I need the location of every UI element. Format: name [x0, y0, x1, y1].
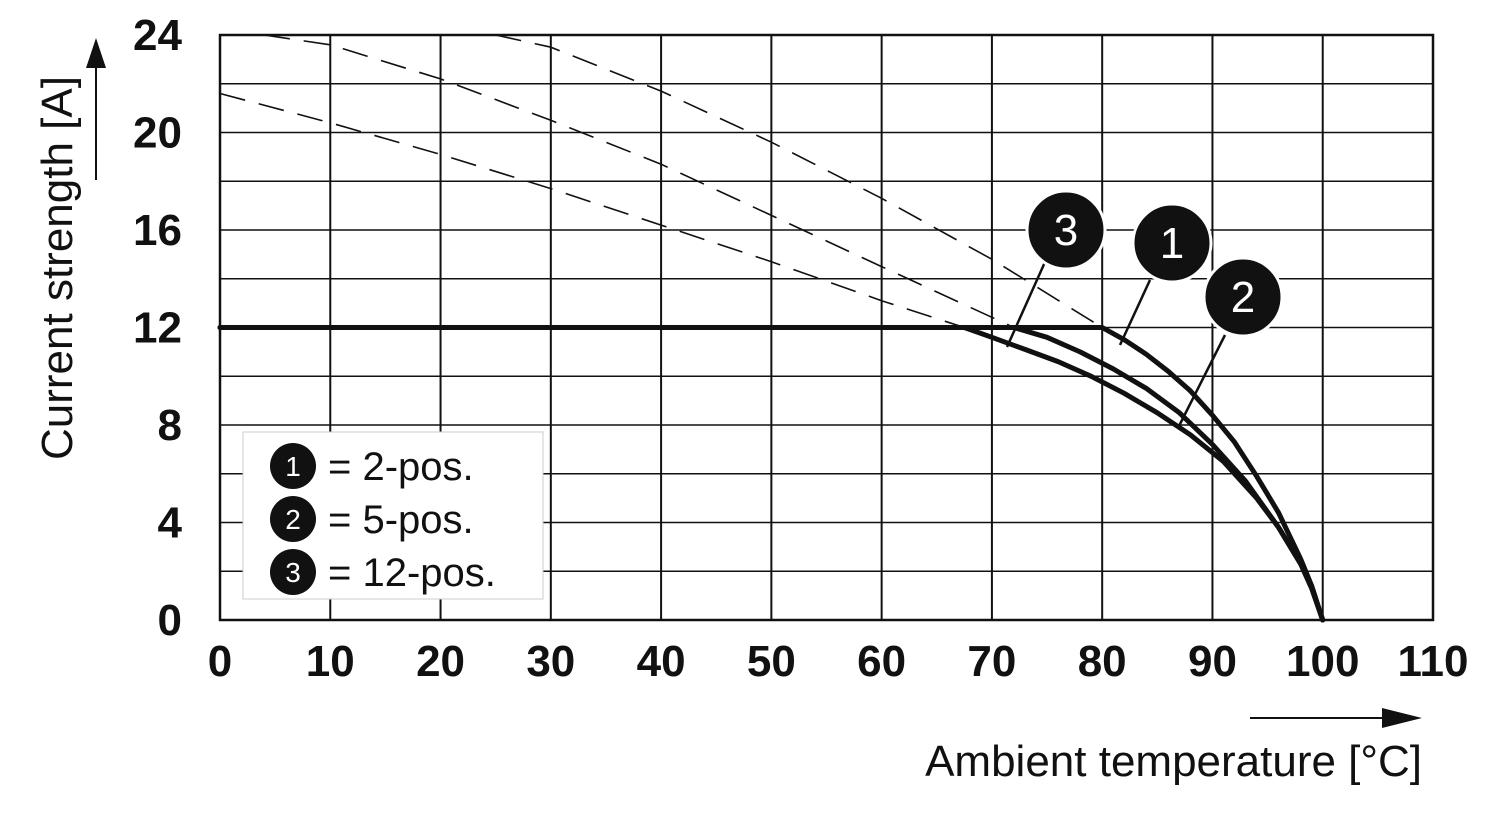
- x-tick-label: 80: [1078, 637, 1127, 686]
- y-tick-label: 0: [158, 596, 182, 645]
- legend-marker-icon: [270, 549, 316, 595]
- x-axis-title-group: Ambient temperature [°C]: [925, 708, 1422, 786]
- y-axis-label: Current strength [A]: [33, 76, 82, 460]
- x-tick-label: 0: [208, 637, 232, 686]
- y-tick-label: 24: [133, 11, 182, 60]
- callout-marker-icon: [1025, 189, 1107, 271]
- y-axis-title-group: Current strength [A]: [33, 38, 106, 460]
- y-tick-label: 12: [133, 304, 182, 353]
- solid-lines: [217, 325, 1326, 623]
- dashed-lines: [219, 34, 1103, 329]
- x-tick-label: 20: [416, 637, 465, 686]
- callouts: 12 3: [1005, 189, 1284, 429]
- legend-marker-number: 2: [285, 504, 301, 535]
- series-line-3: [217, 325, 1326, 623]
- callout-leader-line: [1118, 279, 1152, 346]
- legend-marker-icon: [270, 443, 316, 489]
- plot-frame: [218, 33, 1435, 622]
- legend: 1 = 2-pos. 2 = 5-pos. 3 = 12-pos.: [242, 431, 544, 600]
- x-tick-label: 10: [306, 637, 355, 686]
- legend-entry-text: = 2-pos.: [328, 445, 474, 489]
- y-tick-label: 20: [133, 109, 182, 158]
- legend-marker-number: 3: [285, 557, 301, 588]
- x-axis-arrow-icon: [1382, 708, 1422, 728]
- callout-marker-number: 2: [1231, 273, 1255, 322]
- legend-marker-number: 1: [285, 451, 301, 482]
- series-line-dashed-3: [219, 92, 965, 329]
- x-tick-label: 90: [1188, 637, 1237, 686]
- plot-border: [218, 33, 1435, 622]
- x-tick-labels: 0 10 20 30 40 50 60 70 80 90 100 110: [208, 637, 1469, 686]
- legend-marker-icon: [270, 496, 316, 542]
- series-line-dashed-2: [263, 34, 1015, 329]
- y-tick-labels: 0 4 8 12 16 20 24: [133, 11, 182, 645]
- x-tick-label: 30: [526, 637, 575, 686]
- x-tick-label: 60: [857, 637, 906, 686]
- callout-marker-icon: [1202, 256, 1284, 338]
- y-tick-label: 4: [158, 499, 183, 548]
- callout-marker-icon: [1131, 202, 1213, 284]
- x-tick-label: 100: [1286, 637, 1359, 686]
- y-tick-label: 8: [158, 401, 182, 450]
- x-tick-label: 50: [747, 637, 796, 686]
- y-tick-label: 16: [133, 206, 182, 255]
- x-tick-label: 110: [1398, 637, 1469, 686]
- callout-marker-number: 1: [1160, 219, 1184, 268]
- x-tick-label: 70: [967, 637, 1016, 686]
- legend-entry-text: = 5-pos.: [328, 498, 474, 542]
- callout-leader-line: [1176, 334, 1227, 429]
- y-axis-arrow-icon: [86, 38, 106, 68]
- callout-marker-number: 3: [1054, 206, 1078, 255]
- callout-leader-line: [1005, 261, 1047, 348]
- legend-entry-text: = 12-pos.: [328, 551, 496, 595]
- x-axis-label: Ambient temperature [°C]: [925, 737, 1422, 786]
- x-tick-label: 40: [637, 637, 686, 686]
- series-line-dashed-1: [495, 34, 1103, 329]
